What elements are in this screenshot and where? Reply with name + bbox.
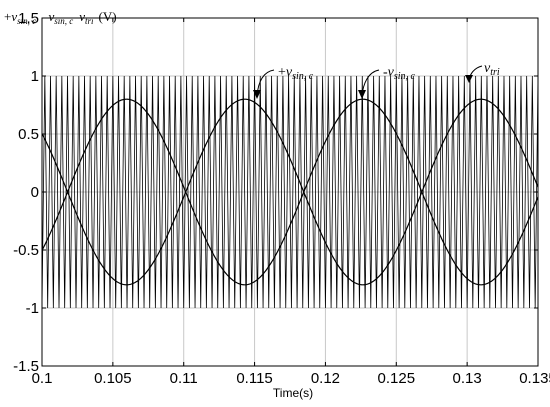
ylabel-c-main: v: [79, 9, 85, 24]
ylabel-a-main: v: [11, 9, 17, 24]
ylabel-b-main: v: [48, 9, 54, 24]
ylabel-a-sign: +: [4, 9, 11, 24]
series-layer: [41, 75, 539, 309]
x-tick-label: 0.125: [378, 370, 416, 387]
ylabel-unit: (V): [99, 9, 117, 24]
y-tick-label: 0: [31, 184, 39, 201]
y-tick-label: 1.5: [18, 10, 39, 27]
y-tick-label: 0.5: [18, 126, 39, 143]
x-tick-label: 0.1: [32, 370, 53, 387]
x-tick-label: 0.135: [519, 370, 550, 387]
annotation-vtri-main: v: [484, 61, 491, 76]
ylabel-c-sub: tri: [85, 16, 94, 26]
annotation-plus-vsin-main: v: [286, 65, 293, 80]
annotation-plus-vsin-sign: +: [278, 65, 286, 80]
ylabel-b-sub: sin, c: [54, 16, 73, 26]
y-tick-label: -0.5: [13, 242, 39, 259]
y-axis-title: +vsin, c -vsin, c vtri (V): [4, 9, 117, 26]
series-annotations: +vsin, c -vsin, c vtri: [253, 61, 500, 99]
tick-labels: 0.1 0.105 0.11 0.115 0.12 0.125 0.13 0.135 1.5 1 0…: [13, 10, 550, 387]
ylabel-a-sub: sin, c: [17, 16, 36, 26]
annotation-plus-vsin-sub: sin, c: [292, 71, 314, 82]
x-tick-label: 0.115: [236, 370, 272, 387]
x-tick-label: 0.11: [170, 370, 198, 387]
annotation-minus-vsin-sub: sin, c: [394, 71, 416, 82]
series-line-vtri: [41, 75, 539, 309]
annotation-plus-vsin-arrowhead: [253, 90, 261, 99]
ylabel-b-sign: -: [44, 9, 48, 24]
series-line-plus-vsin: [41, 98, 539, 286]
annotation-plus-vsin: +vsin, c: [278, 65, 314, 82]
annotation-minus-vsin-main: v: [388, 65, 395, 80]
x-tick-label: 0.12: [311, 370, 340, 387]
y-tick-label: -1.5: [13, 358, 39, 375]
annotation-vtri-arrowhead: [465, 75, 473, 83]
annotation-vtri-sub: tri: [490, 67, 500, 78]
y-tick-label: 1: [31, 68, 39, 85]
annotation-vtri: vtri: [484, 61, 500, 78]
annotation-minus-vsin-arrowhead: [358, 90, 366, 99]
x-axis-label: Time(s): [273, 386, 313, 400]
annotation-minus-vsin: -vsin, c: [383, 65, 416, 82]
y-tick-label: -1: [26, 300, 39, 317]
x-tick-label: 0.105: [94, 370, 132, 387]
x-tick-label: 0.13: [453, 370, 482, 387]
annotation-minus-vsin-sign: -: [383, 65, 388, 80]
